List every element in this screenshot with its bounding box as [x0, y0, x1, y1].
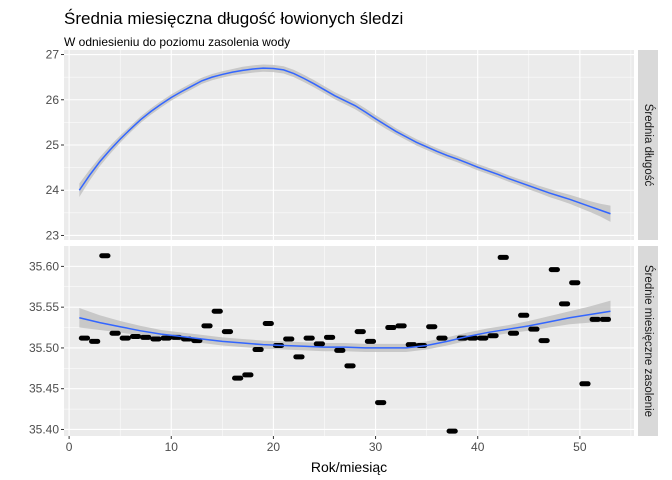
data-point: [354, 329, 366, 335]
y-tick-label: 35.40: [29, 422, 59, 436]
y-tick-label: 35.45: [29, 382, 59, 396]
panel-1: 23 24 25 26 27 Średnia długość: [46, 48, 658, 242]
data-point: [599, 316, 612, 322]
data-point: [283, 336, 295, 342]
panel-2: 35.40 35.45 35.50 35.55 35.60 Średnie miesięc…: [29, 246, 658, 436]
data-point: [201, 323, 213, 329]
data-point: [109, 330, 121, 336]
y-tick-label: 25: [46, 138, 60, 152]
x-tick-label: 20: [267, 440, 281, 454]
data-point: [119, 335, 131, 341]
data-point: [375, 400, 387, 406]
data-point: [78, 335, 91, 341]
data-point: [538, 338, 550, 344]
data-point: [487, 333, 499, 339]
y-tick-label: 35.55: [29, 300, 59, 314]
panels-layer: 23 24 25 26 27 Średnia długość 35.40 35.45 35.50…: [29, 48, 658, 436]
y-tick-label: 26: [46, 93, 60, 107]
facet-strip: [638, 50, 658, 240]
data-point: [303, 335, 315, 341]
data-point: [364, 338, 377, 344]
smooth-line: [78, 67, 611, 215]
data-point: [395, 323, 407, 329]
data-point: [232, 375, 244, 381]
facet-strip-label: Średnie miesięczne zasolenie: [642, 265, 655, 417]
chart-subtitle: W odniesieniu do poziomu zasolenia wody: [64, 35, 290, 49]
data-point: [558, 301, 571, 307]
data-point: [426, 324, 438, 330]
x-tick-label: 40: [471, 440, 485, 454]
x-tick-label: 50: [573, 440, 587, 454]
data-point: [221, 329, 234, 335]
data-point: [150, 336, 162, 342]
data-point: [405, 342, 417, 348]
data-point: [507, 330, 520, 336]
facet-strip: [638, 246, 658, 436]
x-tick-label: 10: [165, 440, 179, 454]
data-point: [99, 253, 111, 259]
data-point: [129, 334, 142, 340]
data-point: [589, 316, 601, 322]
data-point: [242, 372, 254, 378]
x-axis: 0 10 20 30 40 50: [66, 436, 587, 454]
x-tick-label: 0: [66, 440, 73, 454]
y-tick-label: 35.50: [29, 341, 59, 355]
data-point: [160, 335, 172, 341]
data-point: [528, 326, 540, 332]
x-tick-label: 30: [369, 440, 383, 454]
y-tick-label: 35.60: [29, 259, 59, 273]
data-point: [436, 335, 448, 341]
y-tick-label: 24: [46, 183, 60, 197]
data-point: [385, 325, 397, 331]
data-point: [569, 280, 581, 286]
data-point: [477, 335, 489, 341]
data-point: [334, 347, 346, 353]
data-point: [89, 338, 101, 344]
data-point: [548, 267, 560, 273]
data-point: [446, 428, 458, 434]
data-point: [579, 381, 591, 387]
facet-strip-label: Średnia długość: [642, 104, 655, 187]
data-point: [252, 347, 264, 353]
confidence-ribbon: [79, 300, 611, 353]
chart-title: Średnia miesięczna długość łowionych śle…: [64, 9, 403, 28]
y-tick-label: 23: [46, 228, 60, 242]
data-point: [344, 363, 356, 369]
data-point: [497, 254, 509, 260]
data-point: [518, 312, 530, 318]
smooth-line: [79, 310, 611, 349]
data-point: [211, 308, 223, 314]
data-point: [140, 334, 152, 340]
data-point: [466, 335, 479, 341]
y-tick-label: 27: [46, 48, 60, 62]
data-point: [293, 354, 305, 360]
data-point: [262, 320, 274, 326]
data-point: [323, 334, 336, 340]
x-axis-label: Rok/miesiąc: [311, 459, 387, 475]
data-point: [313, 341, 325, 347]
